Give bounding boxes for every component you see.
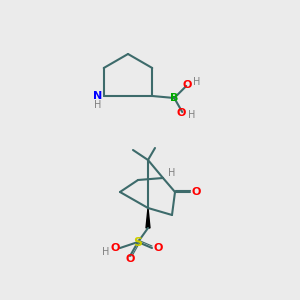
- Polygon shape: [146, 208, 150, 228]
- Text: N: N: [93, 91, 102, 101]
- Text: H: H: [168, 168, 176, 178]
- Text: H: H: [188, 110, 195, 120]
- Text: H: H: [94, 100, 101, 110]
- Text: O: O: [191, 187, 201, 197]
- Text: S: S: [134, 236, 142, 248]
- Text: O: O: [125, 254, 135, 264]
- Text: O: O: [153, 243, 163, 253]
- Text: H: H: [193, 77, 200, 87]
- Text: B: B: [170, 93, 178, 103]
- Text: H: H: [102, 247, 110, 257]
- Text: O: O: [183, 80, 192, 90]
- Text: O: O: [110, 243, 120, 253]
- Text: O: O: [177, 108, 186, 118]
